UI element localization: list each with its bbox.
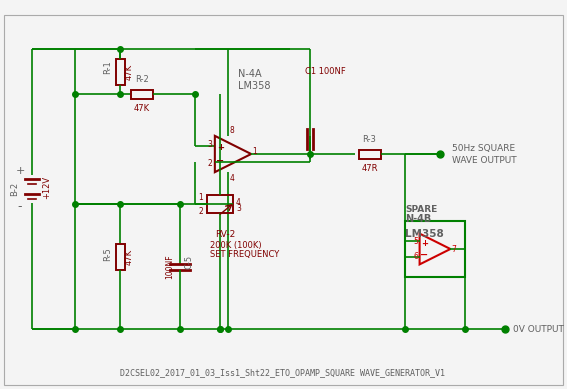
Text: RV-2: RV-2 [215,230,235,238]
Text: 1: 1 [198,193,203,202]
Text: 2: 2 [198,207,203,216]
Text: 7: 7 [452,245,456,254]
Text: R-2: R-2 [135,75,149,84]
Text: 8: 8 [230,126,235,135]
Text: 4: 4 [236,198,241,207]
Text: +: + [15,166,25,176]
Text: 47R: 47R [362,164,379,173]
Text: +: + [217,143,224,152]
Bar [359,149,381,158]
Text: 1: 1 [252,147,257,156]
Text: 47K: 47K [134,104,150,113]
Text: −: − [217,156,225,166]
Text: 47K: 47K [125,63,134,80]
Text: LM358: LM358 [405,230,444,239]
Bar [131,89,153,98]
Text: B-2: B-2 [11,182,19,196]
Text: 200K (100K): 200K (100K) [210,240,261,249]
Text: 5: 5 [413,237,418,246]
Text: R-1: R-1 [104,61,112,74]
Text: 100NF: 100NF [166,254,175,279]
Bar [207,195,233,213]
Text: N-4A: N-4A [238,69,261,79]
Text: 2: 2 [208,159,213,168]
Bar [116,58,125,84]
Text: 3: 3 [208,140,213,149]
Text: 50Hz SQUARE: 50Hz SQUARE [452,144,515,152]
Text: N-4B: N-4B [405,214,431,224]
Text: C-5: C-5 [184,254,193,268]
Bar [116,244,125,270]
Text: -: - [18,200,22,214]
Text: LM358: LM358 [238,81,270,91]
Text: R-5: R-5 [104,248,112,261]
Text: 6: 6 [413,252,418,261]
Text: R-3: R-3 [362,135,376,144]
Bar [405,221,464,277]
Text: −: − [420,250,429,259]
Text: 3: 3 [236,203,241,212]
Text: 4: 4 [230,174,235,183]
Text: SET FREQUENCY: SET FREQUENCY [210,251,280,259]
Text: 0V OUTPUT: 0V OUTPUT [513,324,564,333]
Text: +: + [421,239,428,248]
Text: 47K: 47K [125,249,134,265]
Text: C1 100NF: C1 100NF [305,67,346,75]
Text: SPARE: SPARE [405,205,438,214]
Text: D2CSEL02_2017_01_03_Iss1_Sht22_ETO_OPAMP_SQUARE WAVE_GENERATOR_V1: D2CSEL02_2017_01_03_Iss1_Sht22_ETO_OPAMP… [121,368,446,377]
Text: WAVE OUTPUT: WAVE OUTPUT [452,156,517,165]
Text: +12V: +12V [42,175,51,198]
